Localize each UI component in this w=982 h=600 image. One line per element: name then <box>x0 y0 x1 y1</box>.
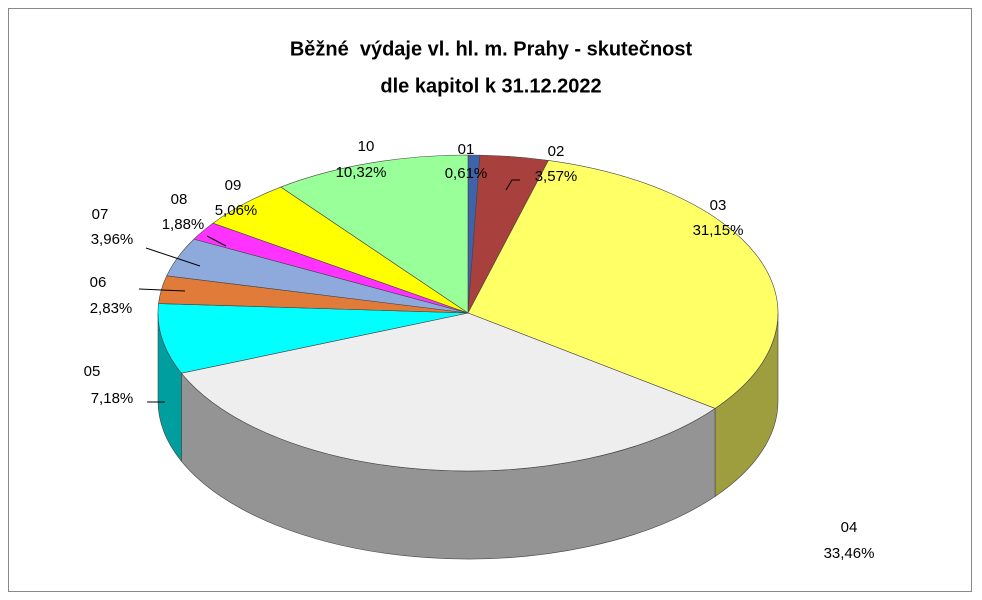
chart-title: Běžné výdaje vl. hl. m. Prahy - skutečno… <box>290 38 693 60</box>
slice-category-label: 07 <box>92 206 109 223</box>
slice-value-label: 3,57% <box>535 168 578 185</box>
slice-category-label: 01 <box>458 141 475 158</box>
leader-line <box>206 235 227 247</box>
slice-value-label: 7,18% <box>91 390 134 407</box>
slice-value-label: 2,83% <box>90 300 133 317</box>
slice-category-label: 09 <box>225 177 242 194</box>
slice-category-label: 08 <box>171 191 188 208</box>
slice-category-label: 03 <box>710 197 727 214</box>
slice-category-label: 04 <box>841 519 858 536</box>
slice-category-label: 10 <box>358 138 375 155</box>
slice-value-label: 0,61% <box>445 165 488 182</box>
slice <box>157 303 469 374</box>
slice-value-label: 1,88% <box>162 216 205 233</box>
slice <box>280 154 469 314</box>
slice-value-label: 5,06% <box>215 202 258 219</box>
slice-value-label: 33,46% <box>824 545 875 562</box>
slice <box>180 312 716 472</box>
slice-category-label: 06 <box>90 274 107 291</box>
leader-line <box>145 247 201 267</box>
slice-value-label: 10,32% <box>336 164 387 181</box>
slice-value-label: 31,15% <box>693 222 744 239</box>
leader-line <box>138 288 186 292</box>
leader-line <box>505 179 520 191</box>
slice-category-label: 02 <box>548 143 565 160</box>
slice <box>467 160 779 409</box>
slice-category-label: 05 <box>84 363 101 380</box>
slice-value-label: 3,96% <box>91 231 134 248</box>
chart-title: dle kapitol k 31.12.2022 <box>380 75 601 97</box>
